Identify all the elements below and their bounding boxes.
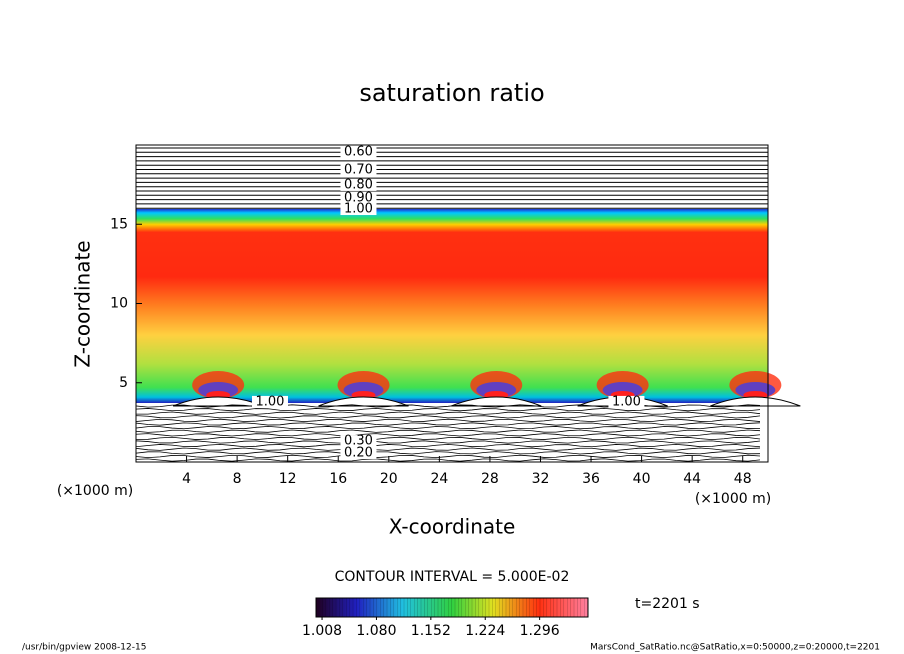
contour-line	[135, 404, 761, 408]
contour-line	[135, 443, 761, 448]
hill	[451, 396, 542, 407]
x-tick-label: 8	[233, 471, 242, 487]
contour-line	[135, 415, 761, 419]
footer-right: MarsCond_SatRatio.nc@SatRatio,x=0:50000,…	[590, 643, 880, 653]
colorbar-label: 1.224	[465, 623, 505, 639]
x-tick-label: 12	[279, 471, 297, 487]
y-tick-label: 15	[110, 216, 128, 232]
chart-title: saturation ratio	[359, 79, 544, 107]
contour-label-bg	[340, 435, 377, 448]
x-tick-label: 24	[430, 471, 448, 487]
x-axis-label: X-coordinate	[389, 515, 516, 539]
contour-interval: CONTOUR INTERVAL = 5.000E-02	[335, 569, 570, 585]
contour-label-bg	[251, 395, 288, 408]
contour-line	[135, 425, 761, 430]
colorbar-label: 1.080	[356, 623, 396, 639]
contour-label-bg	[340, 164, 377, 177]
footer-left: /usr/bin/gpview 2008-12-15	[22, 643, 146, 653]
contour-label-bg	[608, 395, 645, 408]
y-axis-label: Z-coordinate	[71, 240, 95, 367]
contour-label-bg	[340, 446, 377, 459]
contour-line	[135, 440, 761, 444]
contour-line	[135, 411, 761, 415]
contour-label: 1.00	[612, 394, 641, 409]
contour-label-bg	[340, 203, 377, 216]
x-tick-label: 4	[182, 471, 191, 487]
x-unit: (×1000 m)	[695, 491, 771, 507]
contour-label-bg	[340, 145, 377, 158]
x-tick-label: 16	[329, 471, 347, 487]
contour-label: 0.20	[344, 445, 373, 460]
x-tick-label: 32	[532, 471, 550, 487]
contour-line	[135, 433, 761, 437]
contour-line	[135, 458, 761, 462]
contour-line	[135, 451, 761, 455]
y-unit: (×1000 m)	[57, 483, 133, 499]
hill	[710, 396, 801, 407]
contour-line	[135, 408, 761, 412]
x-tick-label: 36	[582, 471, 600, 487]
contour-line	[135, 447, 761, 451]
time-label: t=2201 s	[635, 596, 700, 612]
contour-label: 0.80	[344, 177, 373, 192]
x-tick-label: 44	[683, 471, 701, 487]
y-tick-label: 10	[110, 296, 128, 312]
colorbar-label: 1.008	[302, 623, 342, 639]
contour-line	[135, 418, 761, 423]
contour-line	[135, 436, 761, 441]
contour-label: 0.70	[344, 163, 373, 178]
field	[136, 209, 768, 403]
contour-line	[135, 454, 761, 458]
colorbar-label: 1.296	[520, 623, 560, 639]
contour-label: 1.00	[256, 394, 285, 409]
contour-line	[135, 422, 761, 426]
contour-label: 1.00	[344, 202, 373, 217]
contour-line	[135, 429, 761, 433]
x-tick-label: 28	[481, 471, 499, 487]
colorbar-label: 1.152	[411, 623, 451, 639]
contour-label: 0.90	[344, 190, 373, 205]
colorbar	[315, 597, 589, 618]
contour-label-bg	[340, 178, 377, 191]
x-tick-label: 40	[633, 471, 651, 487]
contour-label: 0.60	[344, 144, 373, 159]
y-tick-label: 5	[119, 375, 128, 391]
plot-area: 0.600.700.800.901.001.00 1.000.300.20	[135, 144, 801, 463]
contour-label: 0.30	[344, 434, 373, 449]
x-tick-label: 20	[380, 471, 398, 487]
contour-label-bg	[340, 191, 377, 204]
x-tick-label: 48	[734, 471, 752, 487]
